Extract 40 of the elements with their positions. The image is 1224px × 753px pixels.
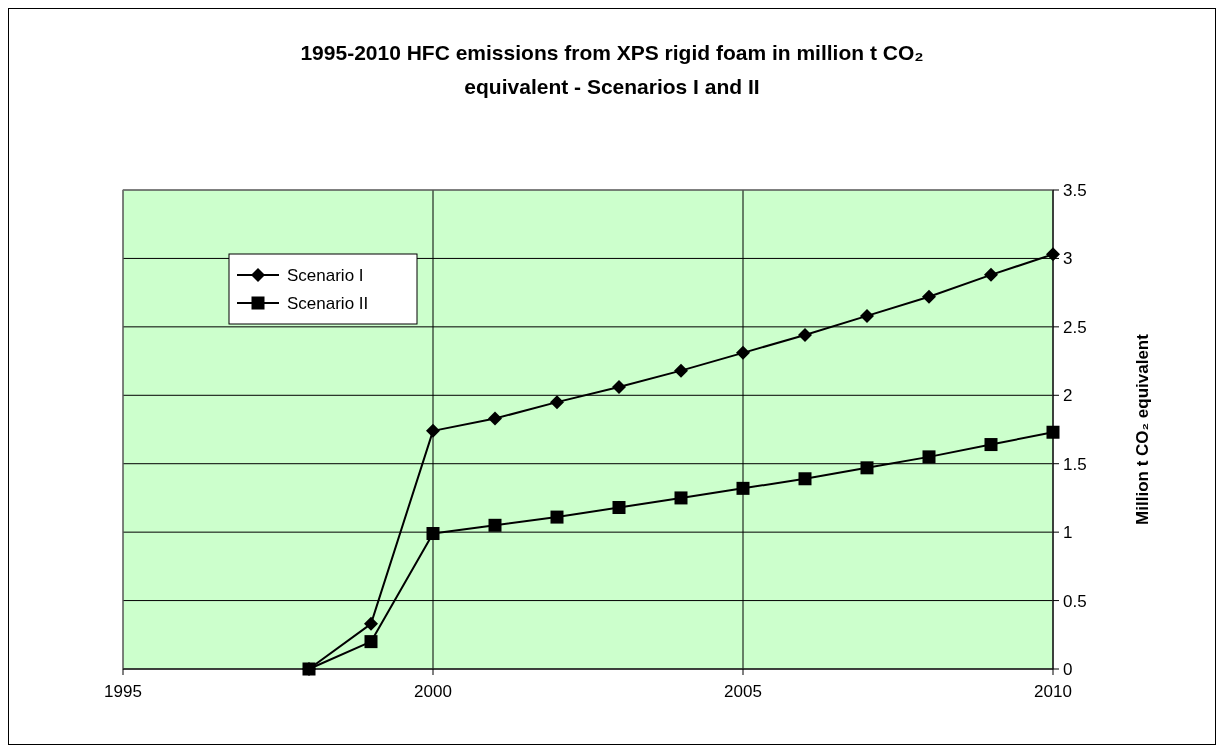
point — [798, 328, 812, 343]
point — [674, 363, 688, 378]
y-tick-label: 0 — [1063, 660, 1073, 679]
x-tick-label: 1995 — [104, 682, 142, 701]
point — [984, 267, 998, 282]
point — [426, 527, 440, 541]
point — [798, 472, 812, 486]
y-tick-label: 0.5 — [1063, 591, 1087, 611]
point — [364, 635, 378, 649]
point — [736, 481, 750, 495]
point — [550, 395, 564, 410]
point — [364, 616, 378, 631]
y-tick-label: 1.5 — [1063, 454, 1087, 474]
point — [922, 289, 936, 304]
y-tick-label: 3 — [1063, 249, 1073, 269]
x-tick-label: 2005 — [724, 682, 762, 701]
point — [922, 450, 936, 464]
point — [860, 308, 874, 323]
y-tick-label: 2 — [1063, 386, 1073, 406]
point — [860, 461, 874, 475]
x-tick-label: 2000 — [414, 682, 452, 701]
point — [426, 423, 440, 438]
point — [1046, 425, 1060, 439]
legend-label: Scenario II — [287, 294, 369, 313]
y-tick-label: 3.5 — [1063, 181, 1087, 200]
legend-label: Scenario I — [287, 266, 364, 285]
point — [1046, 247, 1060, 262]
y-tick-label: 2.5 — [1063, 317, 1087, 337]
point — [488, 518, 502, 532]
chart-title: 1995-2010 HFC emissions from XPS rigid foam in million t CO₂ equivalent - Scenarios I and II — [300, 41, 924, 98]
point — [488, 411, 502, 426]
point — [674, 491, 688, 505]
point — [612, 501, 626, 515]
y-axis-title: Million t CO₂ equivalent — [1133, 333, 1152, 525]
point — [984, 438, 998, 452]
x-tick-label: 2010 — [1034, 682, 1072, 701]
y-tick-label: 1 — [1063, 523, 1073, 543]
point — [612, 380, 626, 395]
point — [550, 510, 564, 524]
point — [736, 345, 750, 360]
